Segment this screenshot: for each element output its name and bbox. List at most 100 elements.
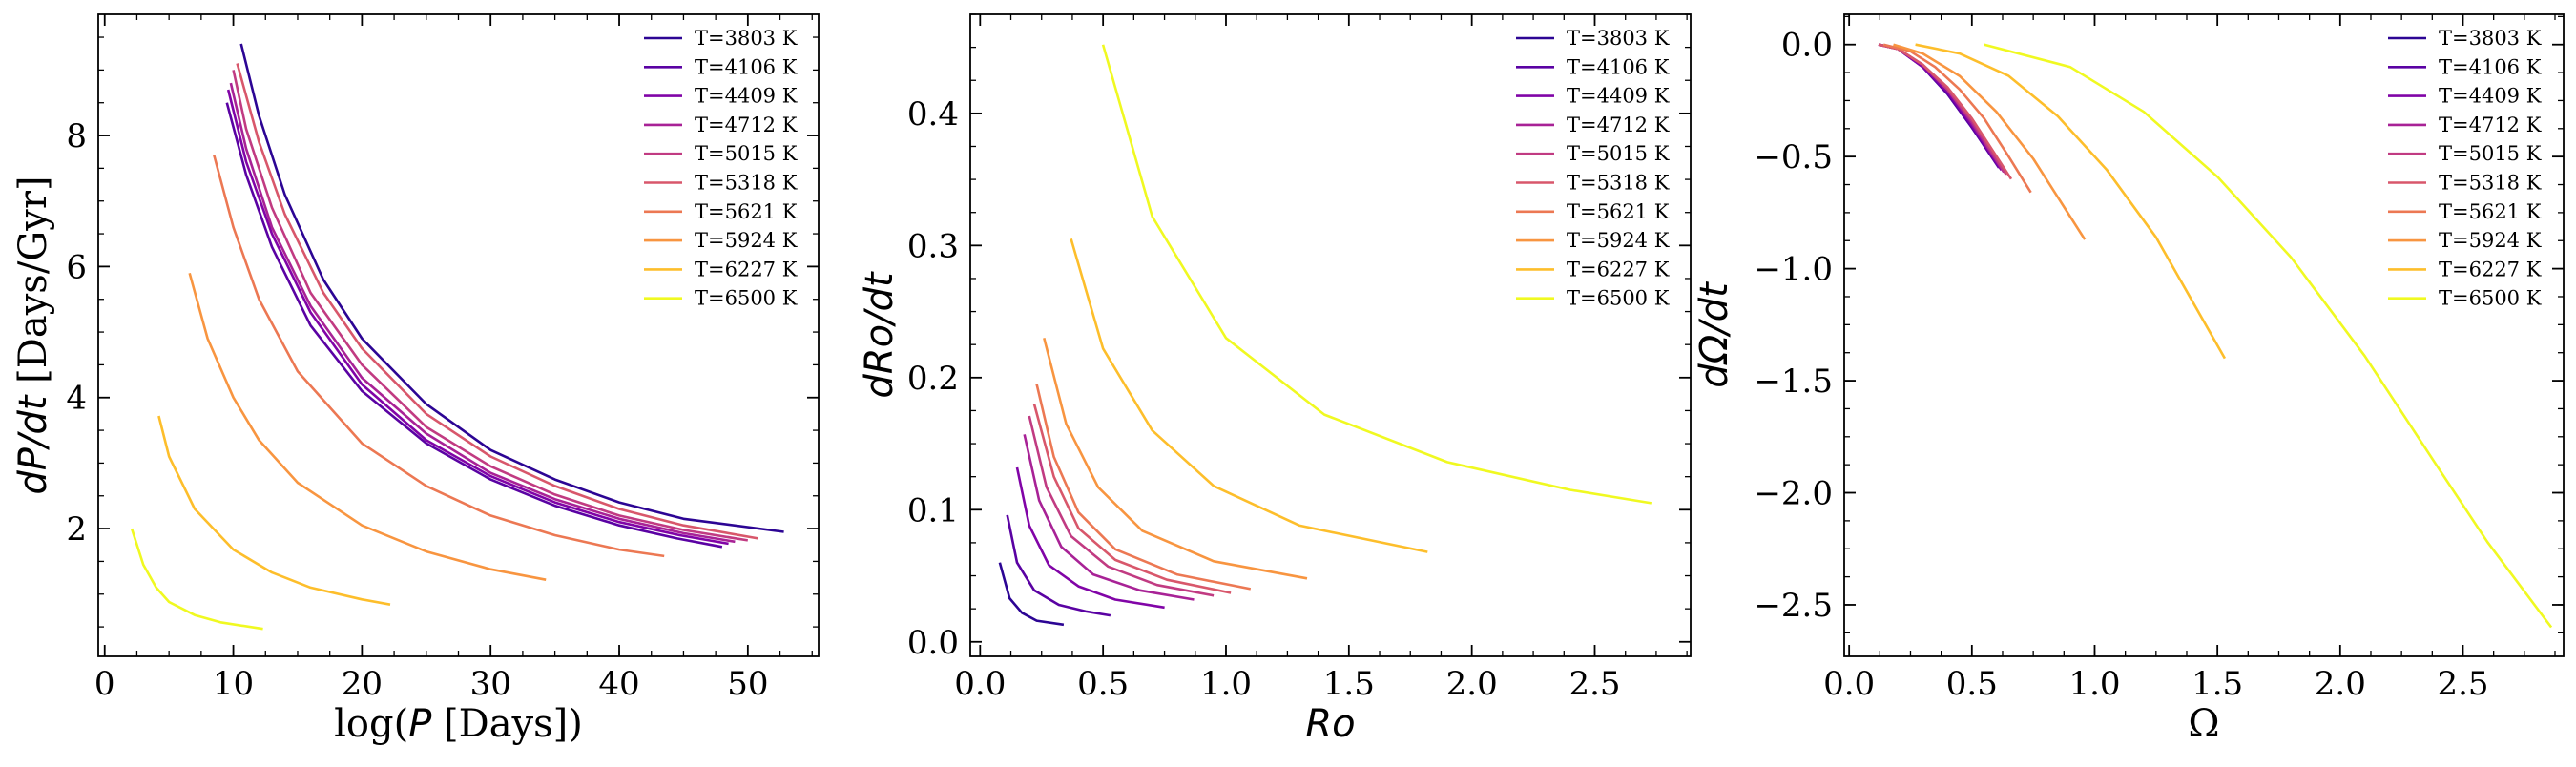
x-tick-label: 40: [598, 665, 639, 703]
label-segment: [Days]): [431, 702, 583, 746]
series-line-4409k: [226, 89, 729, 546]
series-line-6227k: [157, 415, 391, 606]
legend-label: T=5621 K: [2439, 200, 2542, 223]
series-line-6500k: [130, 528, 263, 631]
legend-label: T=3803 K: [2439, 27, 2542, 50]
series-line-5924k: [188, 272, 547, 581]
x-tick-label: 10: [213, 665, 254, 703]
legend-label: T=5318 K: [1567, 172, 1670, 195]
x-tick-label: 30: [470, 665, 511, 703]
y-axis-label: dRo/dt: [858, 271, 902, 399]
chart-panel-1: 0 10 20 30 40 50 2 4 6 8 log(P [Days]) dP/dt [Days/…: [11, 13, 820, 746]
series-line-5318k: [236, 63, 758, 540]
x-axis-label: Ro: [1305, 702, 1355, 746]
label-segment: dΩ/dt: [1693, 281, 1736, 388]
legend-label: T=5318 K: [2439, 172, 2542, 195]
x-axis-label: log(P [Days]): [334, 702, 583, 746]
legend-label: T=5015 K: [2439, 142, 2542, 165]
y-tick-label: 0.3: [907, 227, 959, 265]
series-line-5015k: [1028, 415, 1215, 597]
legend-label: T=6500 K: [1567, 287, 1670, 310]
x-tick-label: 0.0: [954, 665, 1006, 703]
x-tick-label: 0.5: [1077, 665, 1129, 703]
legend-label: T=4106 K: [2439, 55, 2542, 78]
y-axis-label: dP/dt [Days/Gyr]: [11, 176, 55, 494]
legend-label: T=5621 K: [1567, 200, 1670, 223]
legend-label: T=4106 K: [695, 55, 798, 78]
legend-label: T=6227 K: [1567, 258, 1670, 280]
y-tick-label: 6: [66, 248, 87, 286]
x-tick-label: 1.0: [2068, 665, 2120, 703]
series-line-5621k: [1035, 384, 1252, 591]
y-tick-label: 0.2: [907, 360, 959, 398]
legend-label: T=5621 K: [695, 200, 798, 223]
y-tick-label: 0.1: [907, 491, 959, 529]
x-tick-label: 50: [727, 665, 768, 703]
y-tick-label: 4: [66, 380, 87, 418]
x-tick-label: 20: [342, 665, 383, 703]
series-line-5318k: [1878, 43, 2013, 180]
y-tick-label: 0.4: [907, 95, 959, 134]
axes-frame: [1843, 13, 2565, 657]
series-line-5621k: [213, 155, 665, 558]
series-line-6500k: [1101, 44, 1652, 505]
x-tick-label: 0.0: [1823, 665, 1875, 703]
series-line-3803k: [239, 43, 784, 533]
y-tick-label: −1.0: [1754, 251, 1833, 289]
series-group: [998, 44, 1652, 627]
legend-label: T=5015 K: [1567, 142, 1670, 165]
legend-label: T=4712 K: [2439, 114, 2542, 136]
series-line-4409k: [1015, 466, 1165, 610]
series-group: [130, 43, 784, 631]
series-line-5621k: [1882, 43, 2032, 194]
series-line-6227k: [1915, 43, 2227, 360]
legend-label: T=4712 K: [1567, 114, 1670, 136]
series-group: [1878, 43, 2553, 629]
series-line-5924k: [1043, 337, 1308, 580]
legend-label: T=6500 K: [695, 287, 798, 310]
series-line-4712k: [1023, 434, 1195, 601]
label-segment: Ro: [1305, 702, 1355, 746]
x-tick-label: 1.5: [2192, 665, 2243, 703]
series-line-6227k: [1070, 238, 1428, 553]
legend-label: T=5924 K: [1567, 229, 1670, 252]
legend-label: T=4106 K: [1567, 55, 1670, 78]
legend-label: T=6500 K: [2439, 287, 2542, 310]
legend: T=3803 K T=4106 K T=4409 K T=4712 K T=5015 K…: [1516, 27, 1670, 310]
y-tick-label: 0.0: [907, 624, 959, 662]
legend-label: T=5924 K: [2439, 229, 2542, 252]
x-tick-label: 0.5: [1946, 665, 1998, 703]
series-line-5924k: [1893, 43, 2087, 240]
label-segment: P: [408, 702, 432, 746]
x-tick-label: 2.0: [1446, 665, 1498, 703]
legend-label: T=3803 K: [1567, 27, 1670, 50]
x-tick-label: 2.0: [2315, 665, 2366, 703]
legend-label: T=5015 K: [695, 142, 798, 165]
y-tick-label: −1.5: [1754, 363, 1833, 401]
y-axis-label: dΩ/dt: [1693, 281, 1736, 388]
legend-label: T=5318 K: [695, 172, 798, 195]
series-line-6500k: [1984, 43, 2553, 629]
label-segment: log(: [334, 702, 408, 746]
chart-panel-2: 0.0 0.5 1.0 1.5 2.0 2.5 0.0 0.1 0.2 0.3 0.4 Ro dRo/d…: [858, 13, 1692, 746]
series-line-5015k: [232, 70, 749, 542]
legend: T=3803 K T=4106 K T=4409 K T=4712 K T=5015 K…: [2388, 27, 2542, 310]
x-tick-label: 0: [94, 665, 115, 703]
legend-label: T=4409 K: [695, 85, 798, 108]
y-tick-label: 2: [66, 510, 87, 549]
series-line-3803k: [998, 562, 1065, 627]
chart-panel-3: 0.0 0.5 1.0 1.5 2.0 2.5 0.0 −0.5 −1.0 −1.5 −2.0 −2.…: [1693, 13, 2565, 746]
legend-label: T=6227 K: [2439, 258, 2542, 280]
y-tick-label: 8: [66, 117, 87, 155]
legend-label: T=5924 K: [695, 229, 798, 252]
label-segment: dRo/dt: [858, 271, 902, 399]
legend-label: T=6227 K: [695, 258, 798, 280]
axes-frame: [969, 13, 1692, 657]
legend-label: T=3803 K: [695, 27, 798, 50]
x-tick-label: 2.5: [1568, 665, 1620, 703]
series-line-4712k: [229, 82, 736, 544]
legend-label: T=4712 K: [695, 114, 798, 136]
y-tick-label: −2.5: [1754, 587, 1833, 625]
y-tick-label: −0.5: [1754, 138, 1833, 176]
